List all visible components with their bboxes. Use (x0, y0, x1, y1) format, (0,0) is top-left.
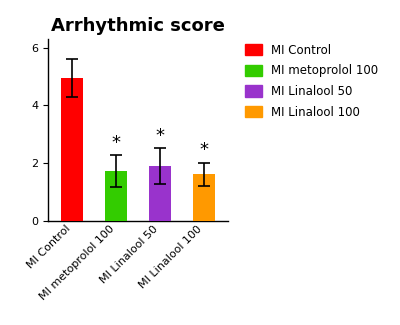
Text: *: * (199, 141, 208, 159)
Text: *: * (112, 134, 120, 152)
Bar (105, 171, 127, 221)
Bar (61, 78, 83, 221)
Bar (149, 166, 171, 221)
Title: Arrhythmic score: Arrhythmic score (51, 17, 225, 35)
Bar (193, 174, 215, 221)
Text: *: * (156, 127, 164, 145)
Legend: MI Control, MI metoprolol 100, MI Linalool 50, MI Linalool 100: MI Control, MI metoprolol 100, MI Linalo… (243, 41, 381, 121)
